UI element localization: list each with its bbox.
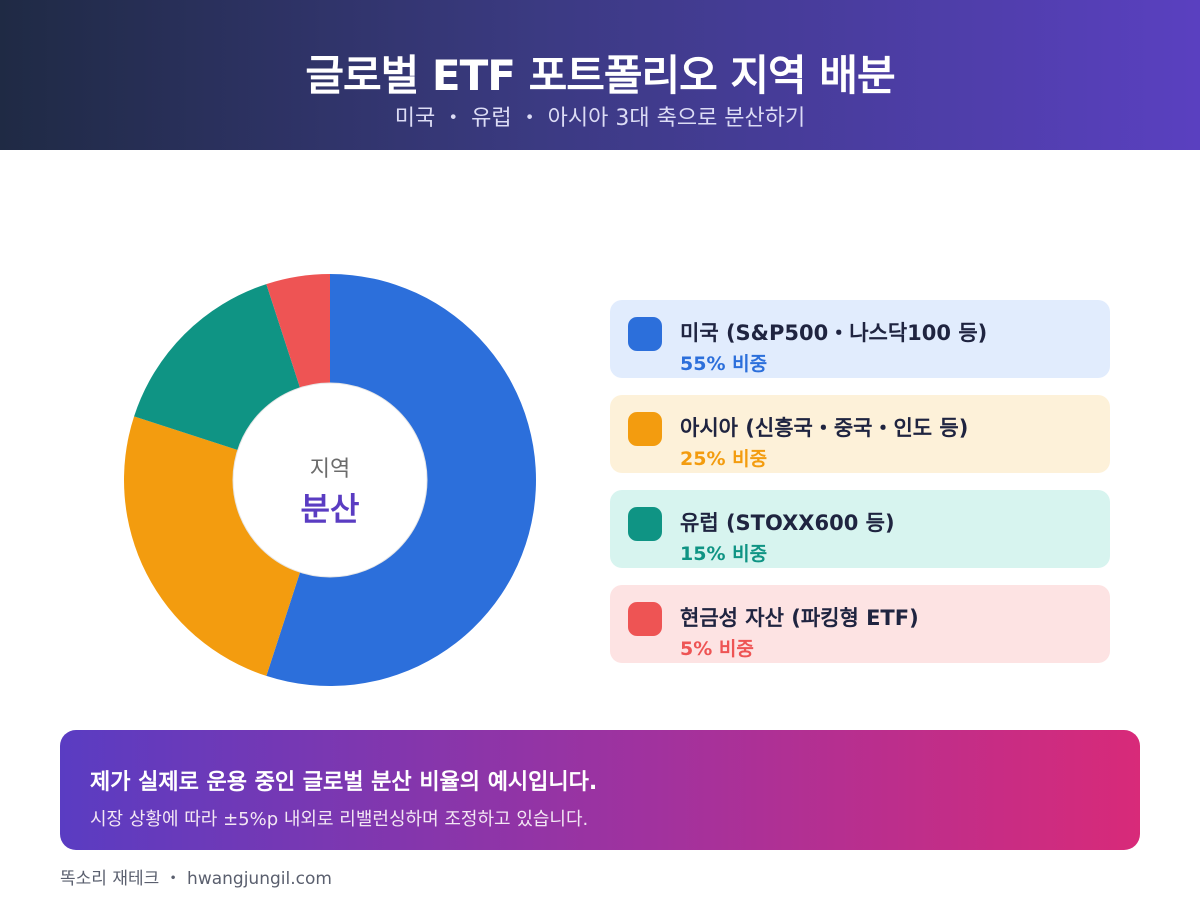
legend-label: 미국 (S&P500・나스닥100 등) [680,321,988,345]
note-main-text: 제가 실제로 운용 중인 글로벌 분산 비율의 예시입니다. [90,770,598,795]
legend-item-us: 미국 (S&P500・나스닥100 등) 55% 비중 [610,300,1110,378]
legend-label: 유럽 (STOXX600 등) [680,511,895,535]
chart-legend: 미국 (S&P500・나스닥100 등) 55% 비중 아시아 (신흥국・중국・… [610,300,1110,680]
legend-swatch [628,507,662,541]
legend-percent: 5% 비중 [680,638,754,660]
center-label-top: 지역 [310,457,350,482]
note-sub-text: 시장 상황에 따라 ±5%p 내외로 리밸런싱하며 조정하고 있습니다. [90,809,589,830]
note-banner: 제가 실제로 운용 중인 글로벌 분산 비율의 예시입니다. 시장 상황에 따라… [60,730,1140,850]
page-subtitle: 미국 ・ 유럽 ・ 아시아 3대 축으로 분산하기 [394,106,806,131]
legend-percent: 55% 비중 [680,353,768,375]
legend-swatch [628,317,662,351]
page-title: 글로벌 ETF 포트폴리오 지역 배분 [305,51,895,100]
legend-item-asia: 아시아 (신흥국・중국・인도 등) 25% 비중 [610,395,1110,473]
donut-chart: 지역 분산 [123,274,536,686]
header-banner: 글로벌 ETF 포트폴리오 지역 배분 미국 ・ 유럽 ・ 아시아 3대 축으로… [0,0,1200,150]
legend-label: 현금성 자산 (파킹형 ETF) [680,606,919,630]
donut-hole [232,382,428,578]
legend-item-europe: 유럽 (STOXX600 등) 15% 비중 [610,490,1110,568]
legend-percent: 25% 비중 [680,448,768,470]
legend-percent: 15% 비중 [680,543,768,565]
legend-swatch [628,412,662,446]
legend-swatch [628,602,662,636]
legend-label: 아시아 (신흥국・중국・인도 등) [680,416,969,440]
center-label-bottom: 분산 [301,490,360,528]
legend-item-cash: 현금성 자산 (파킹형 ETF) 5% 비중 [610,585,1110,663]
footer-credit: 똑소리 재테크 ・ hwangjungil.com [60,869,332,889]
